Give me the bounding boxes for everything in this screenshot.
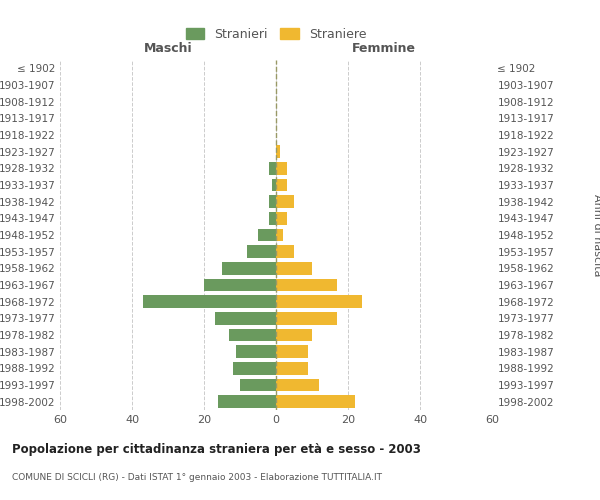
Bar (276, 162, 287, 174)
Bar (276, 379, 319, 391)
Bar (269, 196, 276, 208)
Bar (276, 196, 294, 208)
Bar (204, 279, 276, 291)
Bar (276, 329, 312, 341)
Text: Anni di nascita: Anni di nascita (592, 194, 600, 276)
Bar (276, 346, 308, 358)
Bar (247, 246, 276, 258)
Text: COMUNE DI SCICLI (RG) - Dati ISTAT 1° gennaio 2003 - Elaborazione TUTTITALIA.IT: COMUNE DI SCICLI (RG) - Dati ISTAT 1° ge… (12, 472, 382, 482)
Bar (269, 162, 276, 174)
Bar (276, 396, 355, 408)
Bar (276, 279, 337, 291)
Bar (276, 362, 308, 374)
Bar (276, 146, 280, 158)
Bar (276, 179, 287, 192)
Bar (218, 396, 276, 408)
Bar (236, 346, 276, 358)
Bar (233, 362, 276, 374)
Bar (215, 312, 276, 324)
Bar (269, 212, 276, 224)
Text: Popolazione per cittadinanza straniera per età e sesso - 2003: Popolazione per cittadinanza straniera p… (12, 442, 421, 456)
Bar (229, 329, 276, 341)
Bar (276, 246, 294, 258)
Bar (276, 229, 283, 241)
Bar (258, 229, 276, 241)
Bar (143, 296, 276, 308)
Text: Femmine: Femmine (352, 42, 416, 55)
Bar (272, 179, 276, 192)
Legend: Stranieri, Straniere: Stranieri, Straniere (182, 24, 370, 45)
Bar (240, 379, 276, 391)
Text: Maschi: Maschi (143, 42, 193, 55)
Bar (276, 212, 287, 224)
Bar (276, 296, 362, 308)
Bar (222, 262, 276, 274)
Bar (276, 262, 312, 274)
Bar (276, 312, 337, 324)
